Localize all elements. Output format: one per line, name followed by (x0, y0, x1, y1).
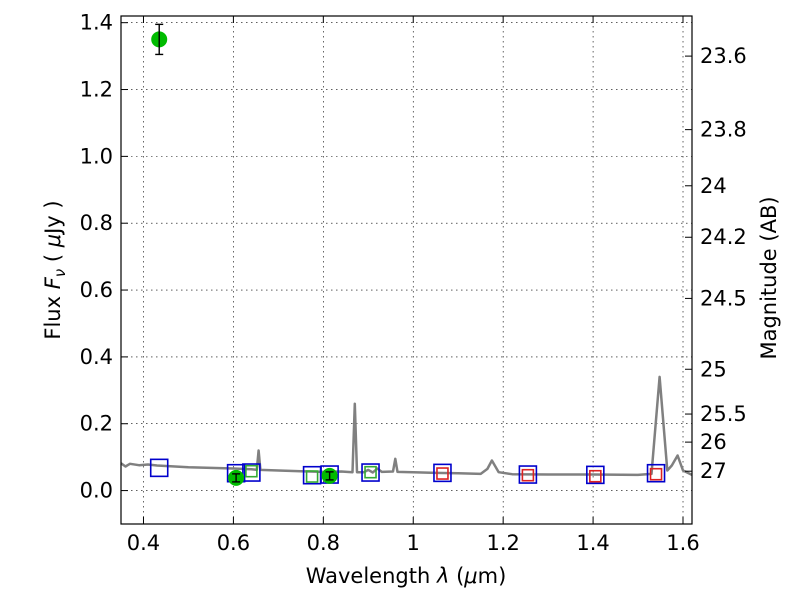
y-tick-label: 1.0 (80, 144, 113, 168)
model-points-blue-marker (433, 463, 452, 483)
y-tick-label: 0.8 (80, 211, 113, 235)
y2-tick-label: 27 (700, 459, 727, 483)
y2-tick-label: 26 (700, 430, 727, 454)
y-tick-label: 1.2 (80, 78, 113, 102)
model-points-red-marker (521, 468, 535, 482)
model-points-blue-marker (149, 458, 169, 478)
model-points-red-marker (589, 469, 602, 483)
model-points-red-marker (649, 467, 663, 481)
y-tick-label: 1.4 (80, 11, 113, 35)
y2-tick-label: 23.8 (700, 118, 747, 142)
grid-lines (121, 16, 692, 524)
plot-frame (120, 15, 693, 525)
model-points-blue-marker (518, 465, 538, 484)
x-tick-label: 0.4 (127, 531, 160, 555)
y-ticks: 0.0 0.2 0.4 0.6 0.8 1.0 1.2 1.4 (80, 11, 128, 503)
model-points-blue-marker (586, 465, 605, 485)
y2-tick-label: 24 (700, 174, 727, 198)
y-axis-label: Flux Fν ( μJy ) (41, 200, 69, 339)
plot-area (120, 23, 693, 486)
y2-tick-label: 25 (700, 357, 727, 381)
model-points-blue-marker (242, 463, 261, 482)
y2-tick-label: 24.2 (700, 225, 747, 249)
y-tick-label: 0.6 (80, 278, 113, 302)
model-points-green-marker (245, 464, 258, 478)
x-axis-label: Wavelength λ (μm) (306, 564, 507, 588)
model-points-blue-marker (361, 463, 380, 482)
model-points-red-marker (436, 467, 449, 480)
y2-axis-label: Magnitude (AB) (757, 196, 781, 359)
y2-tick-label: 24.5 (700, 286, 747, 310)
y2-ticks: 23.6 23.8 24 24.2 24.5 25 25.5 26 27 (685, 44, 747, 483)
x-tick-label: 1 (407, 531, 420, 555)
model-points-green-marker (305, 470, 319, 483)
y-tick-label: 0.2 (80, 412, 113, 436)
x-tick-label: 1.2 (486, 531, 519, 555)
x-tick-label: 1.4 (576, 531, 609, 555)
model-spectrum-line (120, 375, 693, 477)
x-tick-label: 0.6 (217, 531, 250, 555)
x-tick-label: 0.8 (307, 531, 340, 555)
y-tick-label: 0.0 (80, 479, 113, 503)
y2-tick-label: 23.6 (700, 44, 747, 68)
model-points-blue-marker (646, 463, 666, 483)
x-tick-label: 1.6 (666, 531, 699, 555)
y2-tick-label: 25.5 (700, 402, 747, 426)
model-points-green-marker (364, 465, 377, 479)
y-tick-label: 0.4 (80, 345, 113, 369)
x-ticks: 0.4 0.6 0.8 1 1.2 1.4 1.6 (127, 16, 700, 555)
